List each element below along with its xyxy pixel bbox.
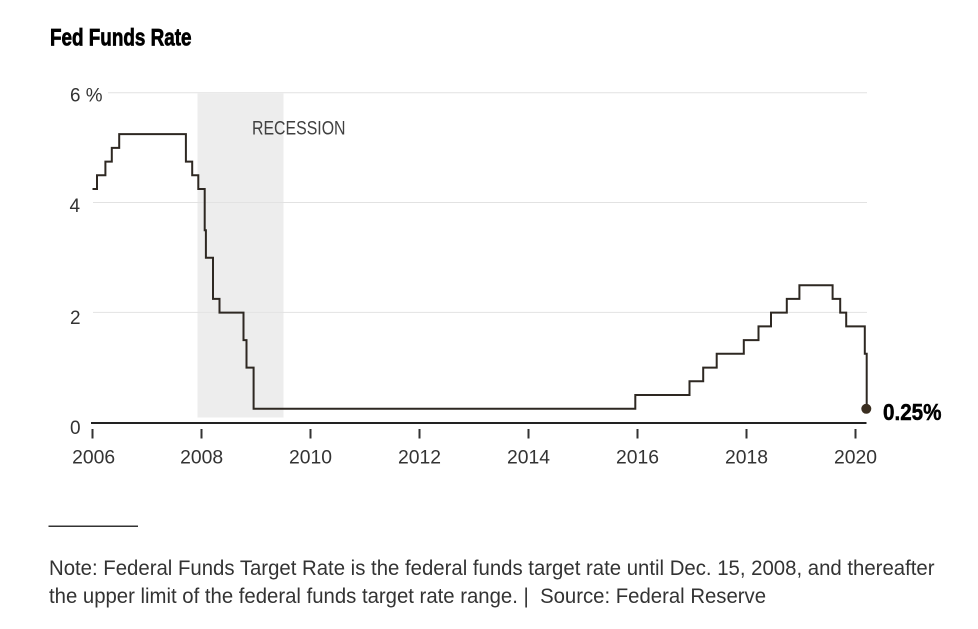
svg-text:0: 0 xyxy=(70,418,81,439)
svg-text:RECESSION: RECESSION xyxy=(252,117,346,139)
svg-text:2010: 2010 xyxy=(289,448,332,469)
svg-text:2020: 2020 xyxy=(834,448,877,469)
svg-text:2: 2 xyxy=(70,308,81,329)
svg-text:Note: Federal Funds Target Rat: Note: Federal Funds Target Rate is the f… xyxy=(49,556,935,580)
svg-text:Fed Funds Rate: Fed Funds Rate xyxy=(50,25,192,52)
svg-text:the upper limit of the federal: the upper limit of the federal funds tar… xyxy=(49,584,766,608)
svg-text:6 %: 6 % xyxy=(70,85,103,106)
svg-text:2018: 2018 xyxy=(725,448,768,469)
svg-text:2006: 2006 xyxy=(72,448,115,469)
svg-text:4: 4 xyxy=(70,196,81,217)
svg-text:0.25%: 0.25% xyxy=(883,399,942,425)
svg-text:2008: 2008 xyxy=(180,448,223,469)
svg-text:2012: 2012 xyxy=(398,448,441,469)
svg-text:2014: 2014 xyxy=(507,448,550,469)
svg-text:2016: 2016 xyxy=(616,448,659,469)
